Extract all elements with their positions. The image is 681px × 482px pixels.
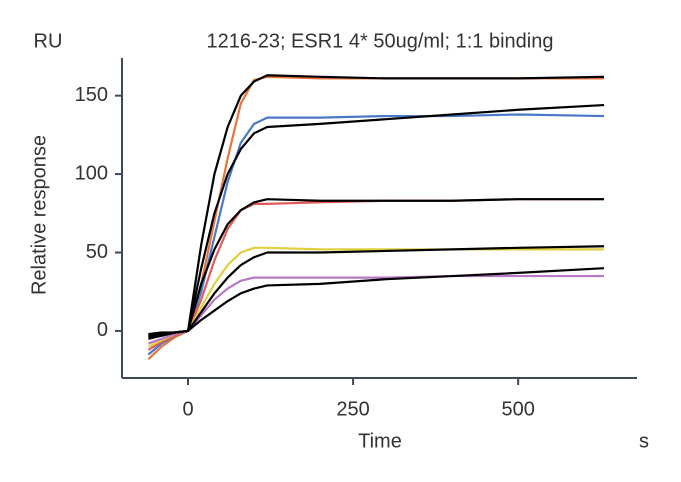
series-line [147, 198, 604, 351]
x-tick-label: 0 [182, 398, 193, 420]
y-unit: RU [34, 30, 63, 52]
y-tick-label: 50 [86, 241, 108, 263]
y-axis-label: Relative response [28, 135, 50, 295]
x-tick-label: 500 [501, 398, 534, 420]
chart-title: 1216-23; ESR1 4* 50ug/ml; 1:1 binding [207, 30, 554, 52]
series-line [148, 198, 604, 337]
x-axis-label: Time [358, 430, 402, 452]
series-line [148, 103, 605, 337]
y-tick-label: 100 [75, 162, 108, 184]
y-tick-label: 0 [97, 319, 108, 341]
y-tick-label: 150 [75, 84, 108, 106]
x-unit: s [639, 430, 649, 452]
x-tick-label: 250 [336, 398, 369, 420]
series-line [148, 245, 605, 339]
series-line [148, 267, 605, 340]
series-line [147, 113, 605, 356]
